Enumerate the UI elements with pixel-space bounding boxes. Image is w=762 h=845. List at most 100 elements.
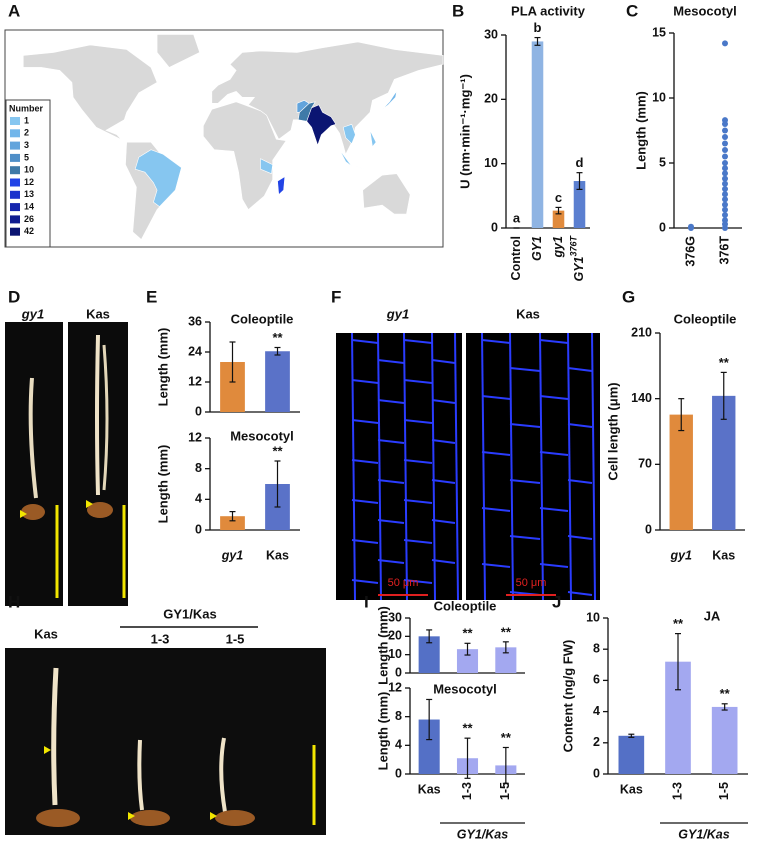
wall: [351, 459, 379, 464]
wall: [567, 423, 593, 428]
legend-label: 5: [24, 152, 29, 162]
land: [296, 100, 310, 113]
point: [722, 201, 728, 208]
wall: [403, 339, 433, 344]
y-axis-label: U (nm·min⁻¹·mg⁻¹): [457, 74, 472, 189]
legend-swatch: [10, 178, 20, 187]
wall: [377, 399, 405, 404]
point: [722, 186, 728, 192]
y-tick-label: 6: [593, 673, 600, 687]
wall: [351, 539, 379, 544]
y-tick-label: 15: [652, 25, 666, 39]
wall: [431, 519, 456, 524]
annotation: c: [555, 190, 562, 205]
x-tick-label: GY1376T: [569, 234, 586, 281]
x-tick-label: GY1: [530, 236, 544, 261]
x-tick-label: 1-3: [670, 782, 684, 800]
y-tick-label: 36: [188, 314, 202, 328]
x-tick-label: Kas: [418, 782, 441, 796]
y-tick-label: 0: [645, 522, 652, 536]
wall: [351, 379, 379, 384]
x-tick-label: Control: [509, 236, 523, 280]
wall: [403, 579, 433, 584]
y-axis-label: Cell length (μm): [605, 382, 620, 480]
point: [722, 212, 728, 218]
land: [22, 44, 158, 146]
y-tick-label: 2: [593, 735, 600, 749]
annotation: **: [272, 330, 283, 345]
land: [355, 165, 365, 170]
wall: [351, 332, 356, 601]
x-tick-label: 1-3: [460, 782, 474, 800]
panel-letter: F: [331, 287, 341, 306]
y-axis-label: Length (mm): [375, 606, 390, 685]
wall: [403, 539, 433, 544]
y-tick-label: 10: [388, 647, 402, 661]
legend-label: 13: [24, 189, 34, 199]
y-tick-label: 210: [631, 325, 652, 339]
y-tick-label: 0: [491, 220, 498, 234]
wall: [539, 339, 569, 344]
land: [342, 123, 356, 145]
y-tick-label: 12: [188, 374, 202, 388]
photo-label: Kas: [34, 626, 58, 641]
bar: [265, 351, 290, 412]
point: [688, 223, 694, 230]
annotation: **: [719, 355, 730, 370]
map: [22, 34, 444, 240]
bar: [712, 395, 736, 530]
y-tick-label: 30: [484, 27, 498, 41]
y-axis-label: Content (ng/g FW): [560, 640, 575, 753]
group-label: GY1/Kas: [457, 827, 508, 841]
annotation: **: [673, 616, 684, 631]
wall: [481, 451, 511, 456]
point: [722, 160, 728, 166]
legend-label: 3: [24, 140, 29, 150]
bar: [573, 181, 586, 228]
land: [306, 104, 337, 147]
wall: [481, 339, 511, 344]
arrowhead: [86, 500, 93, 508]
seedling: [137, 739, 144, 811]
wall: [509, 479, 541, 484]
x-tick-label: Kas: [620, 782, 643, 796]
legend-swatch: [10, 129, 20, 138]
panel-letter: B: [452, 1, 464, 20]
wall: [509, 535, 541, 540]
bar: [418, 636, 440, 673]
point: [722, 134, 728, 140]
photo-label: Kas: [86, 306, 110, 321]
arrowhead: [20, 510, 27, 518]
group-label: GY1/Kas: [163, 606, 216, 621]
wall: [539, 451, 569, 456]
bar: [220, 516, 245, 530]
bar: [552, 210, 565, 228]
seedling: [219, 737, 227, 813]
y-tick-label: 12: [188, 430, 202, 444]
y-tick-label: 10: [586, 610, 600, 624]
y-tick-label: 10: [484, 156, 498, 170]
bar: [669, 414, 693, 530]
legend-swatch: [10, 141, 20, 150]
chart-title: JA: [704, 608, 721, 623]
chart-title: Coleoptile: [434, 598, 497, 613]
bar: [618, 735, 645, 774]
photo-label: gy1: [386, 306, 409, 321]
x-tick-label: 1-5: [717, 782, 731, 800]
seedling: [51, 667, 59, 806]
wall: [567, 332, 572, 601]
legend-label: 26: [24, 214, 34, 224]
point: [722, 140, 728, 147]
wall: [539, 395, 569, 400]
land: [277, 176, 286, 196]
legend-label: 42: [24, 226, 34, 236]
wall: [509, 367, 541, 372]
y-tick-label: 0: [659, 220, 666, 234]
photo-label: 1-5: [226, 631, 245, 646]
land: [339, 149, 352, 167]
x-tick-label: gy1: [221, 548, 244, 562]
legend-swatch: [10, 166, 20, 175]
y-tick-label: 0: [195, 522, 202, 536]
chart-title: Mesocotyl: [230, 428, 294, 443]
